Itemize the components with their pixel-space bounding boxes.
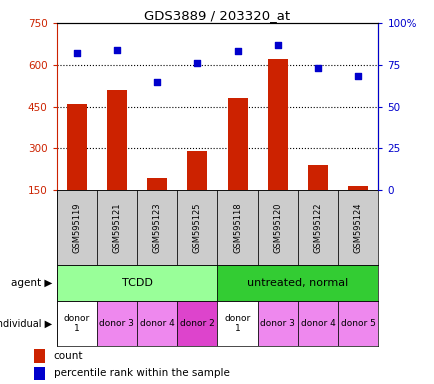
- Bar: [307, 165, 327, 190]
- Point: [73, 50, 80, 56]
- Text: individual ▶: individual ▶: [0, 318, 52, 329]
- Text: GSM595118: GSM595118: [233, 202, 242, 253]
- Bar: [257, 301, 297, 346]
- Bar: [177, 301, 217, 346]
- Text: TCDD: TCDD: [122, 278, 152, 288]
- Bar: [34, 349, 45, 363]
- Text: donor 5: donor 5: [340, 319, 375, 328]
- Bar: [137, 190, 177, 265]
- Text: donor 4: donor 4: [300, 319, 335, 328]
- Point: [233, 48, 240, 55]
- Point: [113, 47, 120, 53]
- Text: GSM595123: GSM595123: [152, 202, 161, 253]
- Bar: [34, 367, 45, 380]
- Point: [153, 78, 160, 84]
- Bar: [297, 301, 338, 346]
- Text: GSM595119: GSM595119: [72, 202, 81, 253]
- Bar: [187, 151, 207, 190]
- Bar: [66, 104, 86, 190]
- Text: percentile rank within the sample: percentile rank within the sample: [54, 368, 229, 378]
- Bar: [348, 186, 368, 190]
- Text: agent ▶: agent ▶: [11, 278, 52, 288]
- Text: donor 2: donor 2: [180, 319, 214, 328]
- Text: GSM595121: GSM595121: [112, 202, 121, 253]
- Point: [194, 60, 201, 66]
- Bar: [338, 301, 378, 346]
- Text: donor
1: donor 1: [224, 314, 250, 333]
- Point: [354, 73, 361, 79]
- Bar: [217, 301, 257, 346]
- Bar: [217, 190, 257, 265]
- Text: GSM595120: GSM595120: [273, 202, 282, 253]
- Bar: [147, 177, 167, 190]
- Bar: [56, 301, 97, 346]
- Text: donor 4: donor 4: [139, 319, 174, 328]
- Text: GSM595122: GSM595122: [313, 202, 322, 253]
- Bar: [96, 190, 137, 265]
- Text: donor 3: donor 3: [260, 319, 295, 328]
- Point: [274, 42, 281, 48]
- Bar: [107, 90, 127, 190]
- Point: [314, 65, 321, 71]
- Bar: [56, 265, 217, 301]
- Text: GSM595124: GSM595124: [353, 202, 362, 253]
- Bar: [177, 190, 217, 265]
- Bar: [227, 98, 247, 190]
- Bar: [297, 190, 338, 265]
- Bar: [96, 301, 137, 346]
- Text: donor 3: donor 3: [99, 319, 134, 328]
- Bar: [267, 59, 287, 190]
- Text: GSM595125: GSM595125: [192, 202, 201, 253]
- Title: GDS3889 / 203320_at: GDS3889 / 203320_at: [144, 9, 290, 22]
- Text: donor
1: donor 1: [63, 314, 89, 333]
- Bar: [56, 190, 97, 265]
- Bar: [217, 265, 378, 301]
- Bar: [257, 190, 297, 265]
- Text: untreated, normal: untreated, normal: [247, 278, 348, 288]
- Bar: [137, 301, 177, 346]
- Bar: [338, 190, 378, 265]
- Text: count: count: [54, 351, 83, 361]
